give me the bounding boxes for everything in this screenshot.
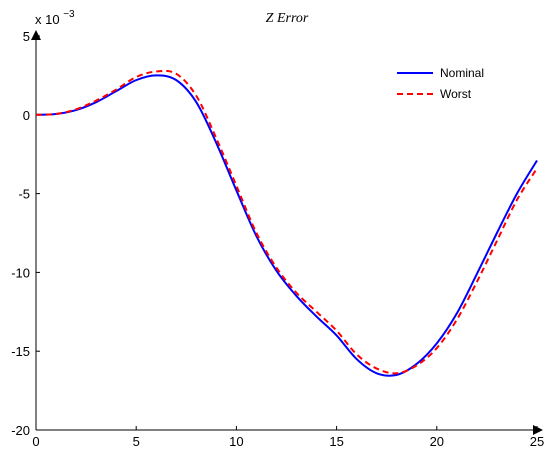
axes: 0 5 10 15 20 25 5 0 -5 -10 -15 -20 xyxy=(11,29,544,449)
y-multiplier-base: x 10 xyxy=(35,12,60,27)
series-line-worst xyxy=(35,69,538,375)
y-multiplier-exponent: −3 xyxy=(63,9,75,20)
legend-label-worst: Worst xyxy=(440,87,472,101)
chart-title: Z Error xyxy=(266,11,309,26)
x-tick-label: 5 xyxy=(133,434,140,449)
svg-text:x 10 −3: x 10 −3 xyxy=(35,9,75,27)
series-line-nominal xyxy=(35,74,538,377)
legend: Nominal Worst xyxy=(397,66,484,101)
y-axis-multiplier: x 10 −3 xyxy=(35,9,75,27)
series-layer xyxy=(35,69,538,377)
x-tick-label: 20 xyxy=(430,434,444,449)
y-tick-label: 5 xyxy=(23,29,30,44)
x-tick-label: 25 xyxy=(530,434,544,449)
x-tick-label: 0 xyxy=(32,434,39,449)
x-tick-label: 10 xyxy=(229,434,243,449)
y-tick-label: -20 xyxy=(11,423,30,438)
legend-label-nominal: Nominal xyxy=(440,66,484,80)
y-axis-arrow xyxy=(31,30,41,40)
y-tick-label: -5 xyxy=(18,187,30,202)
x-tick-label: 15 xyxy=(329,434,343,449)
y-tick-label: 0 xyxy=(23,108,30,123)
y-tick-label: -15 xyxy=(11,344,30,359)
y-tick-label: -10 xyxy=(11,265,30,280)
x-axis-arrow xyxy=(533,425,543,435)
